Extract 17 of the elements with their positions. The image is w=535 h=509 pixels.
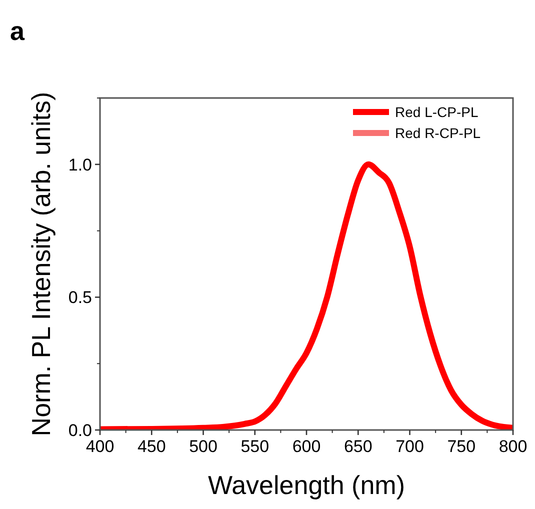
x-tick-label: 600 [292, 437, 321, 456]
x-tick-label: 650 [344, 437, 372, 456]
x-tick-label: 450 [137, 437, 166, 456]
legend-label: Red L-CP-PL [395, 104, 478, 120]
x-axis-title: Wavelength (nm) [208, 470, 405, 500]
x-tick-label: 500 [189, 437, 218, 456]
x-tick-label: 800 [498, 437, 528, 456]
y-tick-label: 0.0 [68, 421, 92, 440]
x-tick-label: 700 [396, 437, 424, 456]
y-tick-label: 0.5 [68, 288, 92, 308]
x-tick-label: 550 [240, 437, 270, 456]
chart-title: a [10, 16, 25, 46]
x-tick-label: 750 [447, 437, 476, 456]
y-tick-label: 1.0 [68, 155, 92, 174]
legend-label: Red R-CP-PL [395, 125, 481, 141]
x-tick-label: 400 [86, 437, 114, 456]
y-axis-title: Norm. PL Intensity (arb. units) [26, 92, 56, 436]
